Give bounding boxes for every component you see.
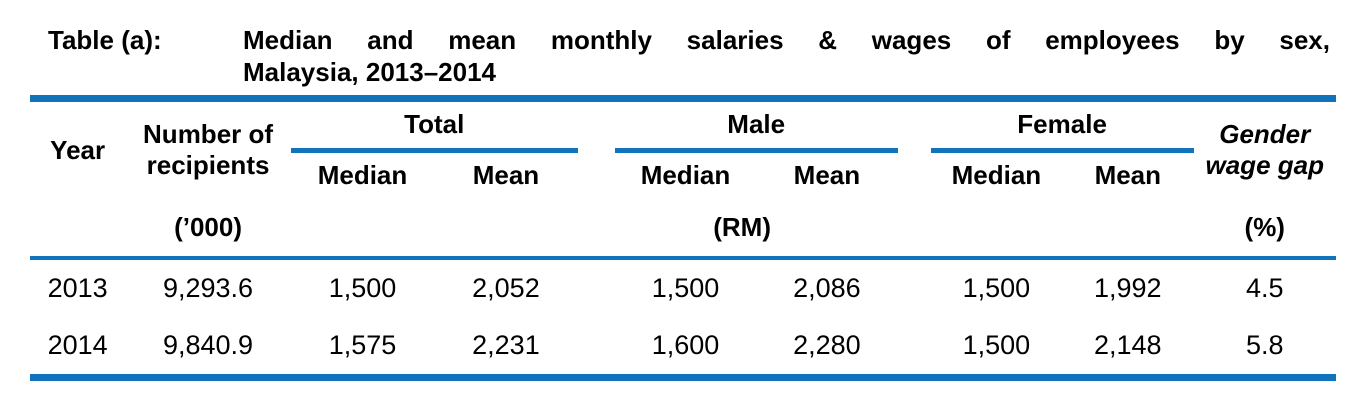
cell-male-mean: 2,086 [793,272,861,303]
recipients-unit-label: (’000) [125,198,291,260]
gender-wage-gap-header: Gender wage gap [1205,119,1324,180]
gap-unit-label: (%) [1193,198,1336,260]
header-group-row: Year Number of recipients Total Male Fem… [30,102,1336,180]
table-row-2014: 2014 9,840.9 1,575 2,231 1,600 2,280 1,5… [30,316,1336,374]
cell-total-mean: 2,231 [472,329,540,360]
table-row-2013: 2013 9,293.6 1,500 2,052 1,500 2,086 1,5… [30,258,1336,316]
cell-female-mean: 2,148 [1094,329,1162,360]
cell-male-median: 1,600 [651,329,720,360]
rm-unit-label: (RM) [290,198,1194,260]
column-spacer [578,316,615,374]
cell-recipients: 9,840.9 [162,329,254,360]
column-spacer [578,102,615,150]
cell-total-mean: 2,052 [472,272,540,303]
male-group-header: Male [614,102,898,153]
cell-recipients: 9,293.6 [162,272,254,303]
header-unit-row: (’000) (RM) (%) [30,198,1336,260]
cell-gender-wage-gap: 4.5 [1245,272,1284,303]
column-spacer [898,150,931,198]
cell-total-median: 1,575 [328,329,397,360]
female-median-header: Median [951,159,1042,190]
cell-gender-wage-gap: 5.8 [1245,329,1284,360]
statistics-table: Year Number of recipients Total Male Fem… [30,102,1336,374]
column-spacer [898,316,931,374]
column-spacer [578,150,615,198]
table-title-label: Table (a): [48,25,162,55]
cell-year: 2013 [47,272,108,303]
column-spacer [578,258,615,316]
male-median-header: Median [640,159,731,190]
table-title-line2: Malaysia, 2013–2014 [243,57,496,87]
cell-female-mean: 1,992 [1094,272,1162,303]
cell-female-median: 1,500 [962,329,1031,360]
female-group-header: Female [930,102,1194,153]
recipients-column-header: Number of recipients [143,119,274,180]
table-title: Table (a): Median and mean monthly salar… [0,0,1366,88]
column-spacer [898,102,931,150]
male-mean-header: Mean [793,159,861,190]
empty-unit-cell [30,198,126,260]
total-mean-header: Mean [472,159,540,190]
table-title-text: Median and mean monthly salaries & wages… [243,24,1330,88]
total-group-header: Total [290,102,578,153]
year-column-header: Year [50,134,106,165]
cell-male-median: 1,500 [651,272,720,303]
table-title-line1: Median and mean monthly salaries & wages… [243,25,1330,55]
cell-year: 2014 [47,329,108,360]
cell-female-median: 1,500 [962,272,1031,303]
female-mean-header: Mean [1094,159,1162,190]
total-median-header: Median [317,159,408,190]
column-spacer [898,258,931,316]
cell-total-median: 1,500 [328,272,397,303]
header-sub-row: Median Mean Median Mean Median Mean [30,150,1336,198]
cell-male-mean: 2,280 [793,329,861,360]
statistics-table-container: Year Number of recipients Total Male Fem… [30,95,1336,381]
